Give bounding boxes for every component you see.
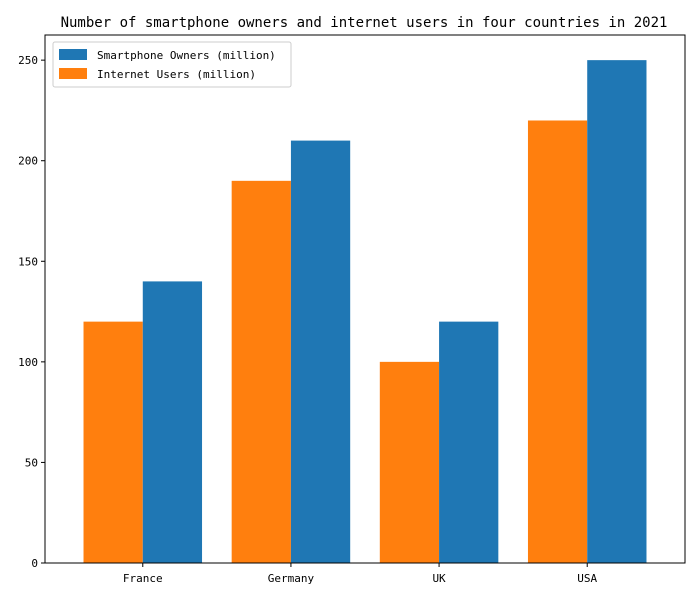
- bar-smartphone-owners-france: [142, 281, 203, 563]
- bar-internet-users-usa: [527, 120, 588, 564]
- y-tick-label-250: 250: [18, 54, 38, 67]
- y-tick-label-150: 150: [18, 255, 38, 268]
- plot-area-frame: [44, 34, 686, 564]
- y-tick-label-100: 100: [18, 356, 38, 369]
- legend: Smartphone Owners (million) Internet User…: [52, 41, 292, 88]
- bar-internet-users-germany: [231, 180, 291, 563]
- legend-swatch-internet-users: [59, 68, 87, 79]
- bars-layer: [83, 60, 647, 564]
- bar-internet-users-uk: [379, 361, 440, 563]
- y-tick-label-0: 0: [31, 557, 38, 570]
- legend-label-smartphone-owners: Smartphone Owners (million): [97, 49, 276, 62]
- bar-smartphone-owners-uk: [439, 321, 499, 563]
- y-tick-label-50: 50: [25, 456, 38, 469]
- x-tick-label-uk: UK: [432, 572, 446, 585]
- bar-smartphone-owners-germany: [290, 140, 351, 563]
- legend-swatch-smartphone-owners: [59, 49, 87, 60]
- legend-frame: [52, 41, 292, 88]
- x-tick-label-germany: Germany: [268, 572, 315, 585]
- bar-internet-users-france: [83, 321, 143, 563]
- x-tick-label-usa: USA: [577, 572, 597, 585]
- x-tick-label-france: France: [123, 572, 163, 585]
- y-tick-label-200: 200: [18, 155, 38, 168]
- legend-label-internet-users: Internet Users (million): [97, 68, 256, 81]
- axes-layer: 0 50 100 150 200 250 France Germany UK USA: [18, 54, 597, 585]
- bar-smartphone-owners-usa: [587, 60, 647, 563]
- chart-title: Number of smartphone owners and internet…: [61, 15, 668, 31]
